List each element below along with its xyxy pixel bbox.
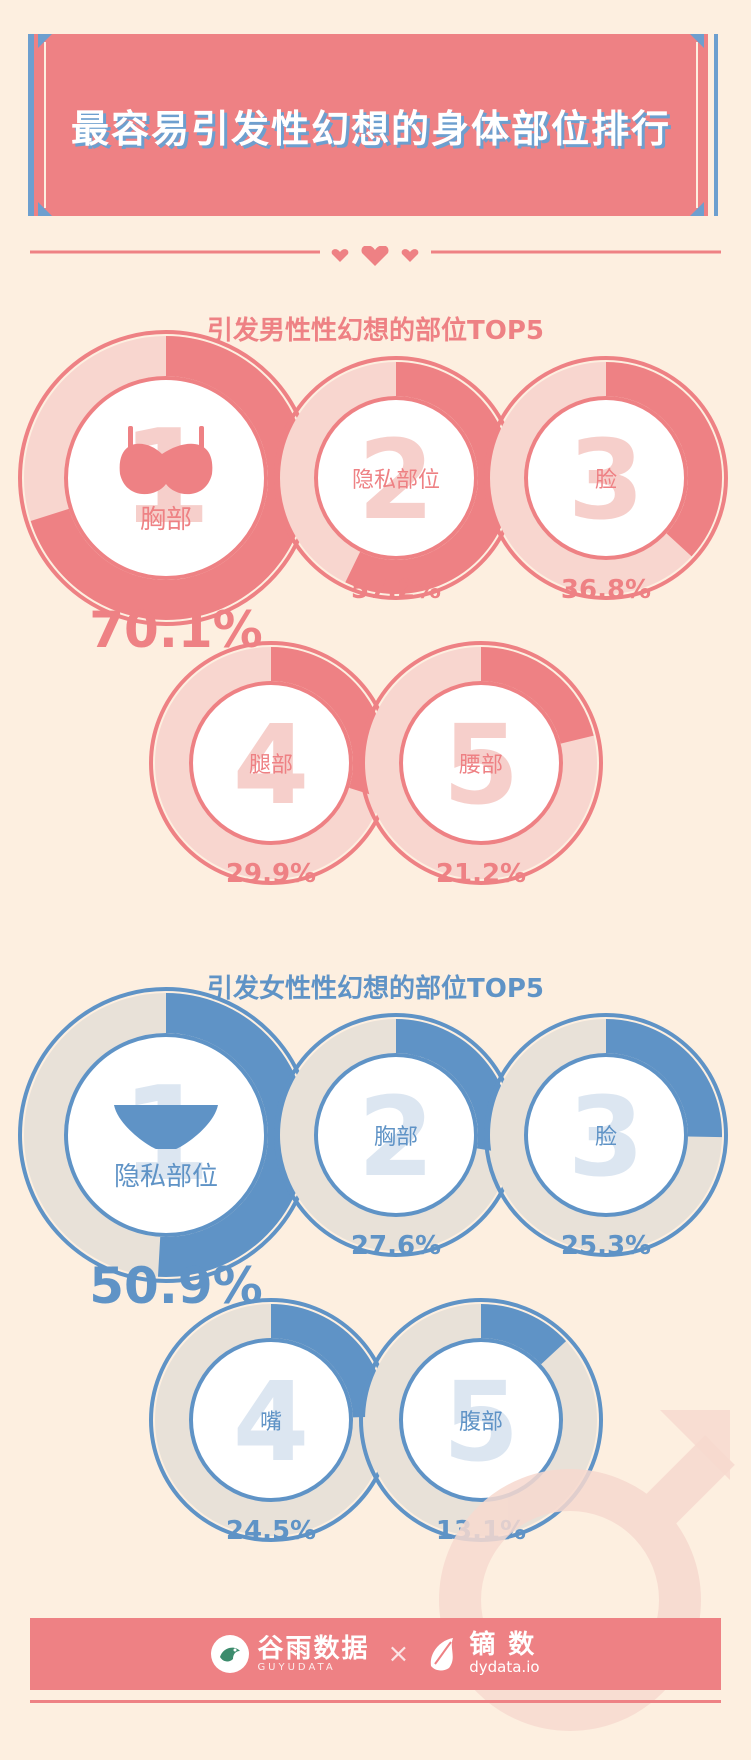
ring-center <box>189 681 353 845</box>
bird-logo-icon <box>211 1635 250 1673</box>
percent-label: 36.8% <box>560 575 652 605</box>
cross-icon: × <box>387 1639 410 1669</box>
rank-number: 3 <box>568 1073 645 1201</box>
page-title: 最容易引发性幻想的身体部位排行 <box>70 106 671 151</box>
ring-border <box>359 641 603 885</box>
rank-number: 4 <box>233 701 310 829</box>
category-label: 脸 <box>595 468 617 493</box>
banner-corner <box>690 202 704 216</box>
percent-label: 57.2% <box>350 575 442 605</box>
brand2-name: 镝 数 <box>469 1630 537 1660</box>
female-chart-title: 引发女性性幻想的部位TOP5 <box>207 974 544 1004</box>
category-label: 腿部 <box>249 753 293 778</box>
rank-number: 5 <box>443 701 520 829</box>
donut-ring: 5腰部 <box>359 641 603 885</box>
category-label: 隐私部位 <box>114 1162 218 1192</box>
ring-center <box>524 1053 688 1217</box>
footer-bar: 谷雨数据 GUYUDATA × 镝 数 dydata.io <box>30 1618 721 1690</box>
category-label: 胸部 <box>374 1125 418 1150</box>
ring-center <box>399 1338 563 1502</box>
percent-label: 25.3% <box>560 1231 652 1261</box>
ring-center <box>314 1053 478 1217</box>
brand1-name: 谷雨数据 <box>257 1633 370 1664</box>
ring-value-arc <box>480 1304 567 1365</box>
ring-center <box>189 1338 353 1502</box>
ring-border <box>484 356 728 600</box>
rank-number: 2 <box>358 416 435 544</box>
heart-divider <box>30 246 721 266</box>
ring-value-arc <box>30 336 308 620</box>
category-label: 腹部 <box>459 1410 503 1435</box>
ring-center <box>314 396 478 560</box>
banner-corner <box>38 34 52 48</box>
male-chart-title: 引发男性性幻想的部位TOP5 <box>207 316 544 346</box>
heart-icon <box>361 246 389 266</box>
percent-label: 27.6% <box>350 1231 442 1261</box>
underwear-icon <box>114 1105 218 1149</box>
ring-center <box>399 681 563 845</box>
footer-divider <box>30 1700 721 1703</box>
banner-corner <box>38 202 52 216</box>
category-label: 脸 <box>595 1125 617 1150</box>
rank-number: 3 <box>568 416 645 544</box>
guyu-brand: 谷雨数据 GUYUDATA <box>211 1635 369 1673</box>
heart-icon <box>401 249 419 262</box>
title-banner: 最容易引发性幻想的身体部位排行 <box>34 34 708 216</box>
donut-ring: 3脸 <box>484 1013 728 1257</box>
dydata-brand: 镝 数 dydata.io <box>427 1630 540 1676</box>
category-label: 嘴 <box>260 1410 282 1435</box>
ring-border <box>484 1013 728 1257</box>
category-label: 腰部 <box>459 753 503 778</box>
heart-icon <box>331 249 349 262</box>
ring-value-arc <box>480 647 594 745</box>
ring-value-arc <box>605 1019 722 1138</box>
gender-symbol-icon <box>439 1410 735 1731</box>
brand2-sub: dydata.io <box>469 1658 540 1676</box>
ring-value-arc <box>605 362 722 557</box>
brand1-sub: GUYUDATA <box>257 1661 336 1673</box>
ring-center <box>524 396 688 560</box>
category-label: 隐私部位 <box>352 468 440 493</box>
ring-value-arc <box>270 1304 387 1418</box>
rank-number: 5 <box>443 1358 520 1486</box>
category-label: 胸部 <box>140 505 192 535</box>
percent-label: 21.2% <box>435 859 527 889</box>
percent-label: 29.9% <box>225 859 317 889</box>
donut-ring: 3脸 <box>484 356 728 600</box>
rank-number: 4 <box>233 1358 310 1486</box>
bra-icon <box>119 426 213 495</box>
banner-corner <box>690 34 704 48</box>
rank-number: 2 <box>358 1073 435 1201</box>
leaf-logo-icon <box>431 1638 454 1671</box>
percent-label: 24.5% <box>225 1516 317 1546</box>
